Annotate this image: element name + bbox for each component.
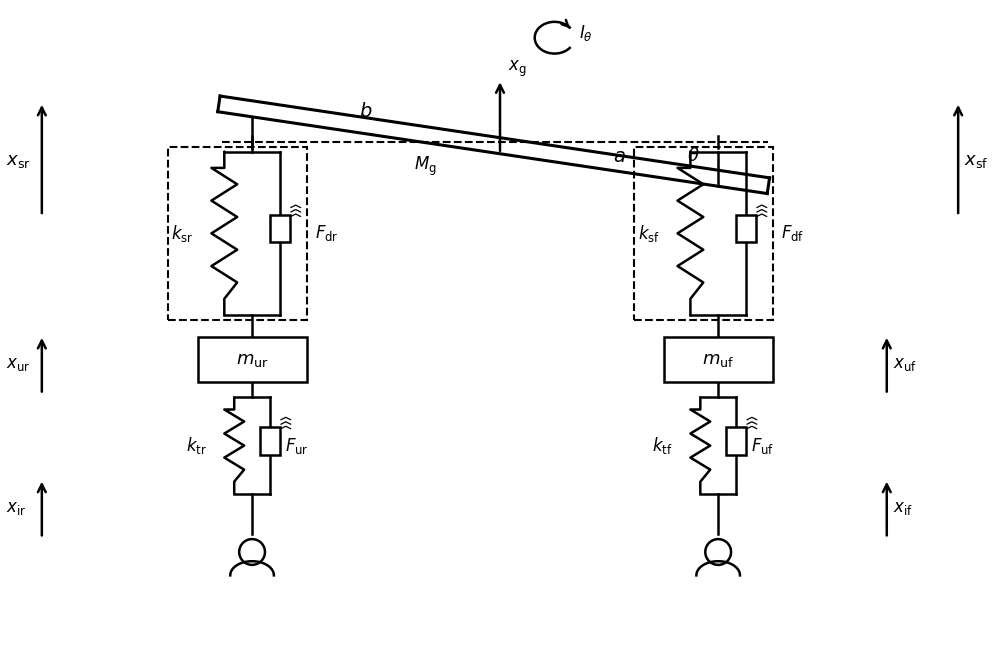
Text: $\theta$: $\theta$ bbox=[687, 147, 700, 165]
Text: $m_{\rm uf}$: $m_{\rm uf}$ bbox=[702, 351, 734, 369]
Text: $x_{\rm sr}$: $x_{\rm sr}$ bbox=[6, 153, 31, 170]
Text: $x_{\rm if}$: $x_{\rm if}$ bbox=[893, 500, 913, 517]
Text: $x_{\rm g}$: $x_{\rm g}$ bbox=[508, 59, 527, 79]
Text: $x_{\rm uf}$: $x_{\rm uf}$ bbox=[893, 356, 917, 373]
Bar bbox=[664, 338, 773, 382]
Text: $I_{\theta}$: $I_{\theta}$ bbox=[579, 23, 593, 43]
Text: $m_{\rm ur}$: $m_{\rm ur}$ bbox=[236, 351, 268, 369]
Text: $F_{\rm df}$: $F_{\rm df}$ bbox=[781, 223, 804, 243]
Text: $M_{\rm g}$: $M_{\rm g}$ bbox=[414, 155, 437, 178]
Bar bbox=[634, 147, 773, 320]
Text: $k_{\rm tf}$: $k_{\rm tf}$ bbox=[652, 435, 673, 456]
Text: $F_{\rm dr}$: $F_{\rm dr}$ bbox=[315, 223, 338, 243]
Text: $k_{\rm sr}$: $k_{\rm sr}$ bbox=[171, 223, 194, 244]
Bar bbox=[168, 147, 307, 320]
Text: $b$: $b$ bbox=[359, 103, 373, 121]
Bar bbox=[198, 338, 307, 382]
Text: $x_{\rm sf}$: $x_{\rm sf}$ bbox=[964, 153, 989, 170]
Bar bbox=[260, 427, 280, 454]
Text: $k_{\rm tr}$: $k_{\rm tr}$ bbox=[186, 435, 207, 456]
Text: $a$: $a$ bbox=[613, 148, 625, 165]
Text: $F_{\rm uf}$: $F_{\rm uf}$ bbox=[751, 436, 774, 456]
Bar bbox=[270, 214, 290, 243]
Text: $k_{\rm sf}$: $k_{\rm sf}$ bbox=[638, 223, 660, 244]
Text: $F_{\rm ur}$: $F_{\rm ur}$ bbox=[285, 436, 309, 456]
Text: $x_{\rm ur}$: $x_{\rm ur}$ bbox=[6, 356, 31, 373]
Bar bbox=[736, 214, 756, 243]
Text: $x_{\rm ir}$: $x_{\rm ir}$ bbox=[6, 500, 26, 517]
Bar bbox=[726, 427, 746, 454]
